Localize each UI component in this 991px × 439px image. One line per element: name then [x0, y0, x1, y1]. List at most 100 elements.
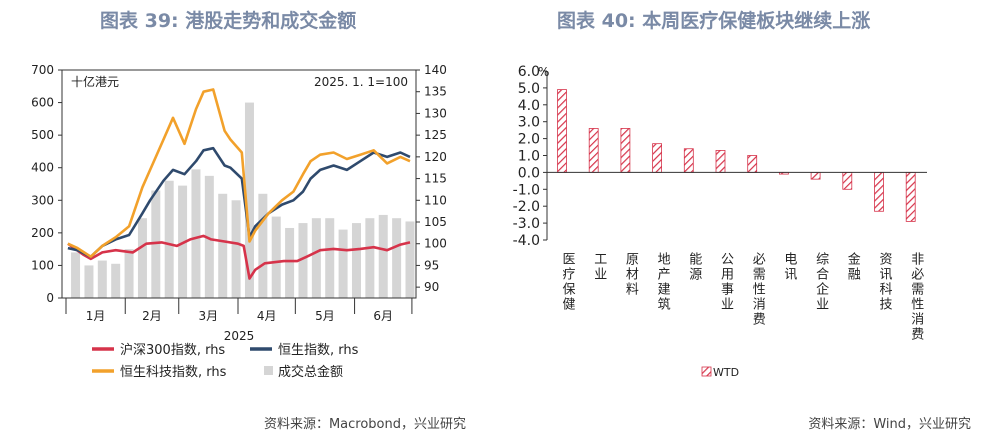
rhs-tick-label: 140 — [424, 63, 447, 77]
x-tick-label: 6月 — [373, 309, 393, 323]
y-tick-label: 400 — [31, 161, 54, 175]
rhs-tick-label: 125 — [424, 128, 447, 142]
turnover-bar — [325, 218, 335, 298]
base-note: 2025. 1. 1=100 — [314, 75, 408, 89]
sector-labels: 医疗保健 工业 原材料 地产建筑 能源 公用事业 必需性消费 电讯 综合企业 金融 资讯科技 非必需性… — [560, 251, 924, 342]
y-tick-label: 0 — [46, 291, 54, 305]
left-chart-title: 图表 39: 港股走势和成交金额 — [100, 10, 357, 32]
wtd-legend: WTD — [701, 366, 739, 379]
y-tick-label: 700 — [31, 63, 54, 77]
turnover-bar — [271, 216, 281, 298]
wtd-y-tick-label: 6.0 — [518, 64, 540, 80]
sector-label: 电讯 — [781, 252, 797, 282]
wtd-bar — [810, 171, 821, 180]
wtd-y-tick-label: 1.0 — [518, 149, 540, 165]
wtd-y-tick-label: 2.0 — [518, 132, 540, 148]
turnover-bar — [137, 218, 147, 298]
wtd-y-axis: 6.05.04.03.02.01.00.0-1.0-2.0-3.0-4.0 — [513, 64, 547, 249]
turnover-bars — [71, 102, 415, 298]
wtd-bars — [557, 89, 916, 222]
wtd-bar — [652, 143, 662, 173]
sector-label: 金融 — [845, 251, 861, 282]
series-line-1 — [67, 234, 411, 280]
right-y-axis: 90 95 100 105 110 115 120 125 130 135 140 — [416, 63, 447, 294]
sector-label: 地产建筑 — [655, 252, 671, 312]
turnover-bar — [378, 214, 388, 298]
turnover-bar — [151, 190, 161, 298]
turnover-bar — [311, 218, 321, 298]
x-tick-label: 5月 — [315, 309, 335, 323]
turnover-bar — [164, 180, 174, 298]
rhs-tick-label: 100 — [424, 237, 447, 251]
y-tick-label: 300 — [31, 193, 54, 207]
legend-label: 成交总金额 — [278, 364, 343, 380]
wtd-unit: % — [538, 65, 549, 79]
turnover-bar — [231, 200, 241, 298]
x-axis: 1月 2月 3月 4月 5月 6月 — [65, 298, 413, 323]
wtd-y-tick-label: 4.0 — [518, 98, 540, 114]
legend-label: 恒生指数, rhs — [278, 343, 359, 358]
x-tick-label: 1月 — [86, 309, 106, 323]
right-chart: 6.05.04.03.02.01.00.0-1.0-2.0-3.0-4.0 % … — [513, 64, 927, 379]
left-legend: 沪深300指数, rhs 恒生指数, rhs 恒生科技指数, rhs 成交总金额 — [92, 342, 359, 380]
x-tick-label: 3月 — [199, 309, 219, 323]
x-tick-label: 4月 — [257, 309, 277, 323]
left-source-note: 资料来源：Macrobond，兴业研究 — [263, 417, 466, 432]
turnover-bar — [298, 223, 308, 298]
turnover-bar — [285, 227, 295, 298]
left-chart: 0 100 200 300 400 500 600 700 90 95 100 105 110 115 1… — [31, 63, 447, 380]
wtd-y-tick-label: 5.0 — [518, 81, 540, 97]
sector-label: 综合企业 — [813, 252, 829, 312]
wtd-bar — [557, 89, 567, 173]
series-line-2 — [67, 146, 411, 259]
wtd-bar — [747, 155, 758, 173]
sector-label: 能源 — [686, 252, 702, 282]
turnover-bar — [124, 249, 134, 298]
unit-note: 十亿港元 — [71, 74, 119, 89]
series-line-3 — [67, 88, 411, 259]
sector-label: 原材料 — [623, 252, 639, 297]
wtd-bar — [842, 171, 853, 190]
turnover-bar — [204, 175, 214, 298]
rhs-tick-label: 135 — [424, 85, 447, 99]
wtd-y-tick-label: 0.0 — [518, 165, 540, 181]
legend-swatch-turnover — [264, 366, 273, 375]
sector-label: 非必需性消费 — [908, 252, 924, 342]
legend-label: 恒生科技指数, rhs — [120, 365, 227, 380]
wtd-y-tick-label: -1.0 — [513, 182, 540, 198]
wtd-y-tick-label: -4.0 — [513, 233, 540, 249]
turnover-bar — [338, 229, 348, 298]
wtd-bar — [715, 150, 726, 173]
rhs-tick-label: 95 — [424, 258, 439, 272]
rhs-tick-label: 115 — [424, 172, 447, 186]
x-axis-label: 2025 — [224, 329, 255, 343]
rhs-tick-label: 90 — [424, 280, 439, 294]
turnover-bar — [351, 223, 361, 298]
wtd-y-tick-label: -3.0 — [513, 216, 540, 232]
turnover-bar — [97, 260, 107, 298]
rhs-tick-label: 105 — [424, 215, 447, 229]
sector-label: 资讯科技 — [877, 252, 893, 312]
rhs-tick-label: 120 — [424, 150, 447, 164]
turnover-bar — [71, 252, 81, 298]
turnover-bar — [405, 221, 415, 298]
wtd-bar — [588, 128, 599, 173]
rhs-tick-label: 110 — [424, 193, 447, 207]
turnover-bar — [111, 263, 121, 298]
y-tick-label: 200 — [31, 226, 54, 240]
turnover-bar — [365, 218, 375, 298]
turnover-bar — [244, 102, 254, 298]
sector-label: 公用事业 — [718, 252, 734, 312]
turnover-bar — [218, 193, 228, 298]
right-chart-title: 图表 40: 本周医疗保健板块继续上涨 — [557, 10, 871, 32]
wtd-legend-label: WTD — [713, 366, 739, 379]
y-tick-label: 500 — [31, 128, 54, 142]
turnover-bar — [84, 265, 94, 298]
sector-label: 医疗保健 — [560, 252, 576, 312]
rhs-tick-label: 130 — [424, 106, 447, 120]
sector-label: 工业 — [591, 252, 607, 282]
wtd-bar — [905, 171, 916, 222]
wtd-bar — [683, 148, 694, 173]
y-tick-label: 600 — [31, 96, 54, 110]
